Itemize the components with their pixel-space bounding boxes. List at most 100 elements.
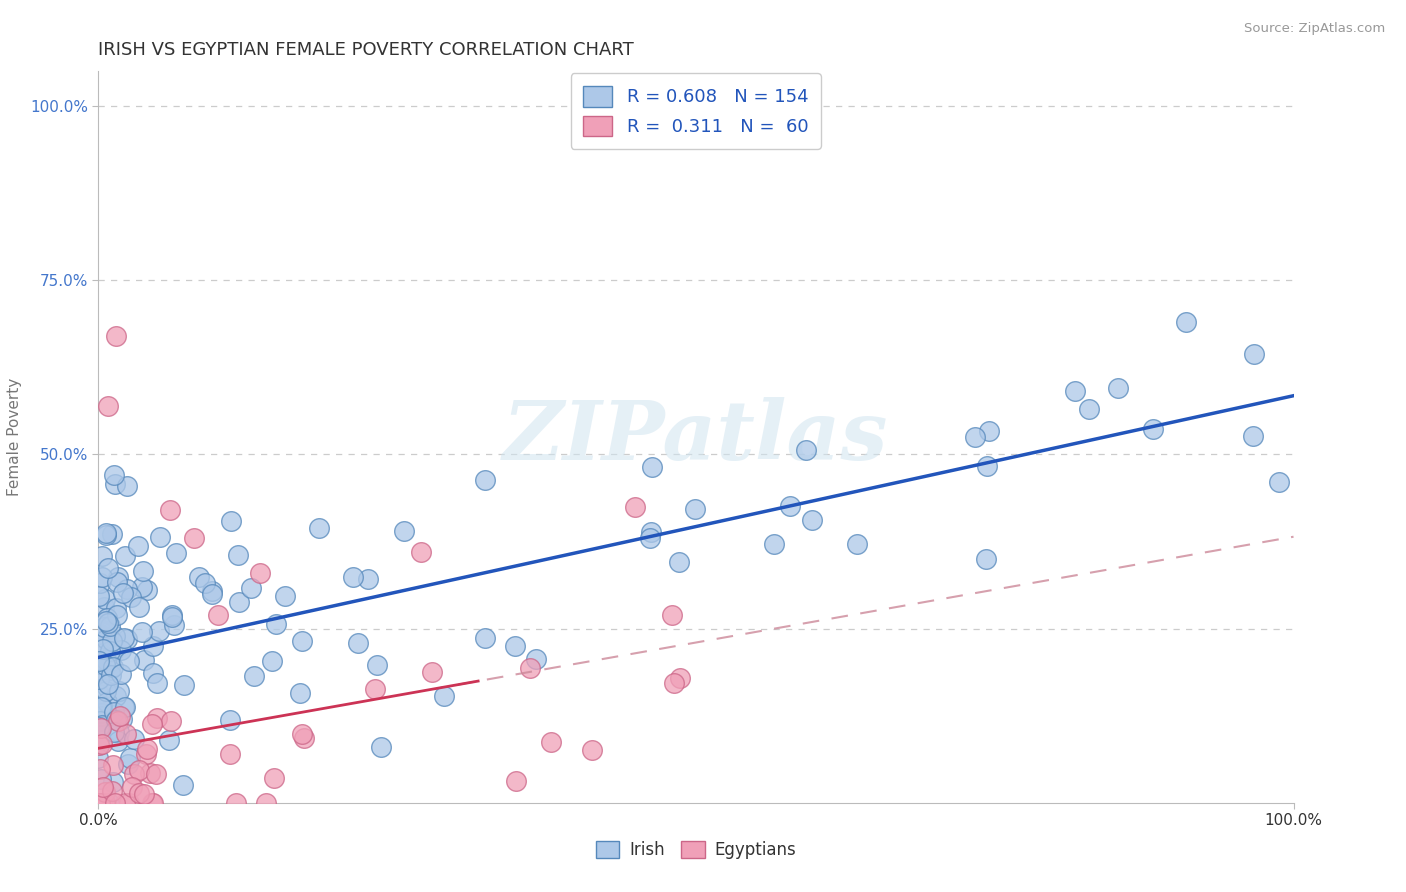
Point xyxy=(110,712,132,726)
Point xyxy=(96,684,118,698)
Point xyxy=(291,727,314,741)
Point xyxy=(219,514,242,528)
Point xyxy=(474,474,496,488)
Point xyxy=(89,687,111,701)
Point xyxy=(801,513,824,527)
Point xyxy=(201,587,224,601)
Point xyxy=(87,751,110,765)
Point xyxy=(96,658,118,673)
Point xyxy=(98,663,121,677)
Point xyxy=(90,772,112,786)
Point xyxy=(101,774,124,789)
Point xyxy=(131,580,153,594)
Point xyxy=(108,684,131,698)
Point xyxy=(288,686,311,700)
Point xyxy=(94,528,117,542)
Text: Source: ZipAtlas.com: Source: ZipAtlas.com xyxy=(1244,22,1385,36)
Point xyxy=(139,765,162,780)
Point xyxy=(148,624,170,639)
Point xyxy=(141,717,163,731)
Point xyxy=(114,700,136,714)
Point xyxy=(291,634,314,648)
Point xyxy=(108,708,131,723)
Point xyxy=(90,737,112,751)
Point xyxy=(100,668,122,682)
Point xyxy=(347,636,370,650)
Point xyxy=(104,714,127,728)
Point xyxy=(101,633,124,648)
Point xyxy=(87,673,110,687)
Point xyxy=(90,706,112,720)
Point xyxy=(963,430,986,444)
Point xyxy=(135,742,157,756)
Point xyxy=(411,545,433,559)
Point xyxy=(974,552,997,566)
Point xyxy=(87,796,110,810)
Point xyxy=(118,796,141,810)
Point xyxy=(669,671,692,685)
Point xyxy=(845,536,868,550)
Point xyxy=(91,700,114,714)
Point xyxy=(89,714,111,728)
Point xyxy=(505,773,527,788)
Point xyxy=(172,778,194,792)
Point xyxy=(218,747,240,761)
Point xyxy=(1241,429,1264,443)
Point xyxy=(474,631,496,645)
Point xyxy=(93,796,115,810)
Point xyxy=(90,718,112,732)
Point xyxy=(108,724,131,739)
Y-axis label: Female Poverty: Female Poverty xyxy=(7,378,21,496)
Point xyxy=(93,624,115,639)
Point xyxy=(105,690,128,704)
Point xyxy=(225,796,247,810)
Point xyxy=(105,329,128,343)
Point xyxy=(145,710,167,724)
Point xyxy=(357,572,380,586)
Point xyxy=(640,524,662,539)
Point xyxy=(117,582,139,596)
Point xyxy=(87,653,110,667)
Point xyxy=(87,657,110,671)
Point xyxy=(89,796,111,810)
Point xyxy=(260,654,283,668)
Point xyxy=(157,733,180,747)
Point xyxy=(135,747,157,762)
Point xyxy=(132,787,155,801)
Point xyxy=(93,796,115,810)
Point xyxy=(254,796,277,810)
Point xyxy=(90,549,112,564)
Point xyxy=(226,548,249,562)
Point xyxy=(114,549,136,564)
Point xyxy=(228,595,250,609)
Point xyxy=(661,607,683,622)
Point xyxy=(132,653,155,667)
Point xyxy=(112,631,135,645)
Point xyxy=(308,521,330,535)
Point xyxy=(159,503,181,517)
Point xyxy=(194,576,217,591)
Point xyxy=(91,665,114,679)
Point xyxy=(524,652,547,666)
Point xyxy=(201,583,224,598)
Point xyxy=(101,527,124,541)
Point xyxy=(1078,401,1101,416)
Point xyxy=(1142,422,1164,436)
Point xyxy=(87,739,110,753)
Point xyxy=(91,796,114,810)
Point xyxy=(87,720,110,734)
Point xyxy=(188,570,211,584)
Point xyxy=(142,796,165,810)
Point xyxy=(149,530,172,544)
Point xyxy=(127,539,149,553)
Point xyxy=(662,676,685,690)
Point xyxy=(110,667,132,681)
Point xyxy=(98,796,121,810)
Point xyxy=(240,581,263,595)
Point xyxy=(90,699,112,714)
Point xyxy=(94,632,117,646)
Point xyxy=(131,624,153,639)
Point xyxy=(101,784,124,798)
Point xyxy=(159,714,181,729)
Point xyxy=(1243,347,1265,361)
